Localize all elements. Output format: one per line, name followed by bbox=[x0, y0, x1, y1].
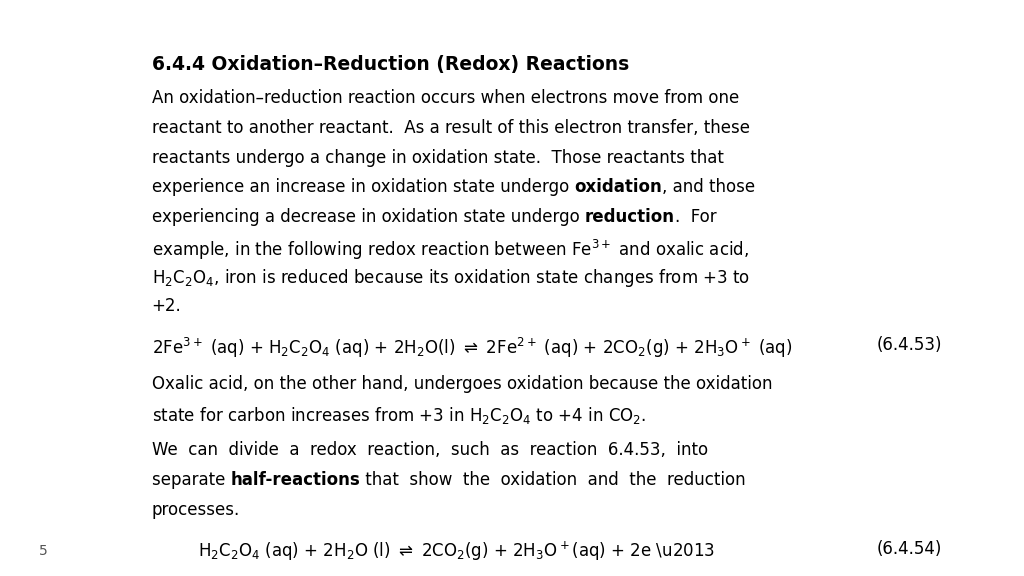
Text: half-reactions: half-reactions bbox=[230, 471, 359, 489]
Text: H$_2$C$_2$O$_4$, iron is reduced because its oxidation state changes from +3 to: H$_2$C$_2$O$_4$, iron is reduced because… bbox=[152, 267, 750, 289]
Text: that  show  the  oxidation  and  the  reduction: that show the oxidation and the reductio… bbox=[359, 471, 745, 489]
Text: (6.4.53): (6.4.53) bbox=[877, 336, 942, 354]
Text: (6.4.54): (6.4.54) bbox=[877, 540, 942, 558]
Text: reactants undergo a change in oxidation state.  Those reactants that: reactants undergo a change in oxidation … bbox=[152, 149, 723, 166]
Text: experience an increase in oxidation state undergo: experience an increase in oxidation stat… bbox=[152, 179, 574, 196]
Text: An oxidation–reduction reaction occurs when electrons move from one: An oxidation–reduction reaction occurs w… bbox=[152, 89, 738, 107]
Text: 2Fe$^{3+}$ (aq) + H$_2$C$_2$O$_4$ (aq) + 2H$_2$O(l) $\rightleftharpoons$ 2Fe$^{2: 2Fe$^{3+}$ (aq) + H$_2$C$_2$O$_4$ (aq) +… bbox=[152, 336, 792, 360]
Text: +2.: +2. bbox=[152, 297, 181, 315]
Text: example, in the following redox reaction between Fe$^{3+}$ and oxalic acid,: example, in the following redox reaction… bbox=[152, 238, 749, 262]
Text: separate: separate bbox=[152, 471, 230, 489]
Text: 6.4.4 Oxidation–Reduction (Redox) Reactions: 6.4.4 Oxidation–Reduction (Redox) Reacti… bbox=[152, 55, 629, 74]
Text: oxidation: oxidation bbox=[574, 179, 662, 196]
Text: state for carbon increases from +3 in H$_2$C$_2$O$_4$ to +4 in CO$_2$.: state for carbon increases from +3 in H$… bbox=[152, 405, 646, 426]
Text: .  For: . For bbox=[675, 208, 716, 226]
Text: H$_2$C$_2$O$_4$ (aq) + 2H$_2$O (l) $\rightleftharpoons$ 2CO$_2$(g) + 2H$_3$O$^+$: H$_2$C$_2$O$_4$ (aq) + 2H$_2$O (l) $\rig… bbox=[198, 540, 715, 563]
Text: processes.: processes. bbox=[152, 501, 240, 518]
Text: , and those: , and those bbox=[662, 179, 755, 196]
Text: reactant to another reactant.  As a result of this electron transfer, these: reactant to another reactant. As a resul… bbox=[152, 119, 750, 137]
Text: reduction: reduction bbox=[585, 208, 675, 226]
Text: Oxalic acid, on the other hand, undergoes oxidation because the oxidation: Oxalic acid, on the other hand, undergoe… bbox=[152, 376, 772, 393]
Text: We  can  divide  a  redox  reaction,  such  as  reaction  6.4.53,  into: We can divide a redox reaction, such as … bbox=[152, 441, 708, 459]
Text: experiencing a decrease in oxidation state undergo: experiencing a decrease in oxidation sta… bbox=[152, 208, 585, 226]
Text: 5: 5 bbox=[39, 544, 48, 558]
